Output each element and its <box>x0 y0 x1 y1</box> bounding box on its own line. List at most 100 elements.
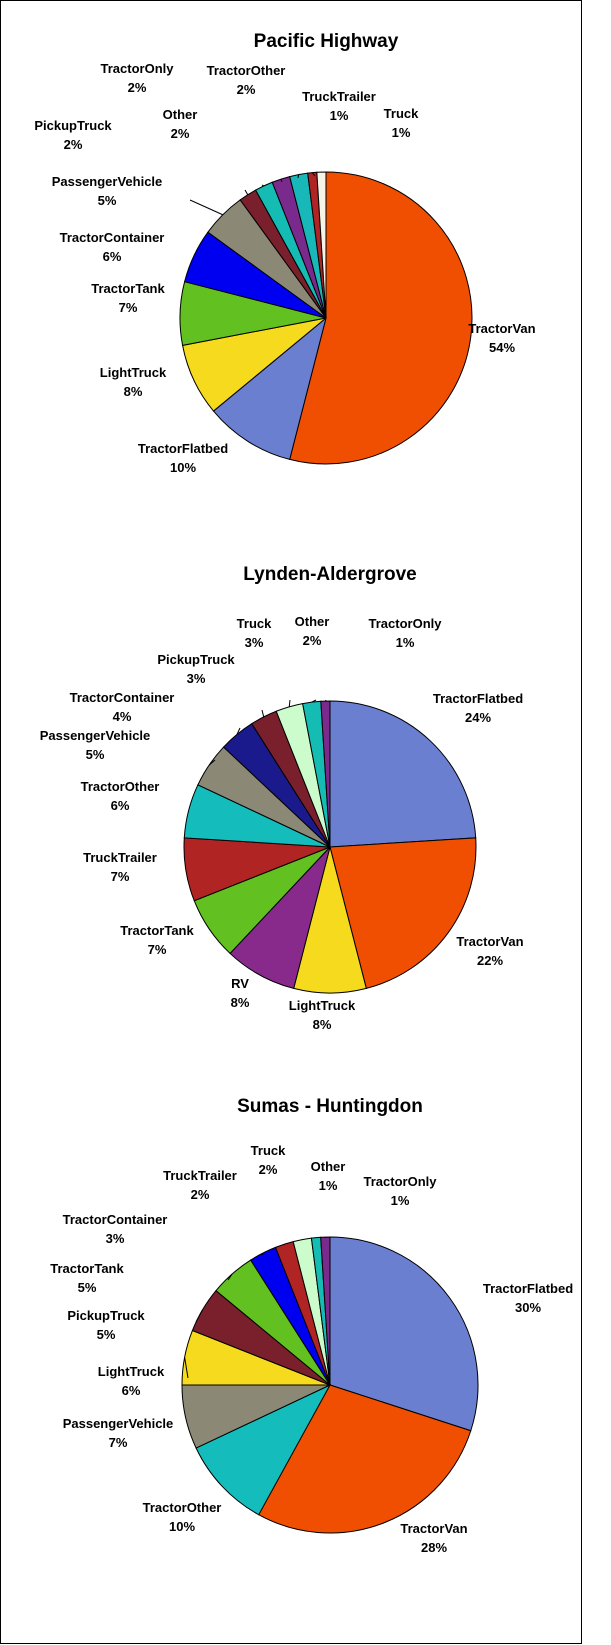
pie-slice <box>212 316 327 461</box>
slice-label: TruckTrailer <box>302 89 376 104</box>
value-label: 2% <box>191 1187 210 1202</box>
slice-label: PassengerVehicle <box>40 728 151 743</box>
slice-label: TruckTrailer <box>163 1168 237 1183</box>
slice-label: Other <box>295 614 330 629</box>
pie-slice <box>289 171 473 465</box>
slice-label: TractorOther <box>143 1500 222 1515</box>
leader-line <box>195 1309 204 1323</box>
leader-line <box>184 1357 189 1379</box>
leader-line <box>280 178 283 183</box>
value-label: 4% <box>113 709 132 724</box>
leader-line <box>244 189 249 195</box>
leader-line <box>208 759 216 766</box>
value-label: 30% <box>515 1300 541 1315</box>
slice-label: Other <box>163 107 198 122</box>
value-label: 2% <box>64 137 83 152</box>
slice-label: PickupTruck <box>67 1308 145 1323</box>
value-label: 1% <box>391 1193 410 1208</box>
leader-line <box>189 199 223 216</box>
slice-label: TractorVan <box>468 321 535 336</box>
leader-line <box>324 699 327 702</box>
value-label: 6% <box>103 249 122 264</box>
slice-label: PassengerVehicle <box>52 174 163 189</box>
slice-label: TractorFlatbed <box>433 691 523 706</box>
slice-label: Truck <box>251 1143 286 1158</box>
leader-line <box>261 709 265 718</box>
leader-line <box>236 727 241 735</box>
value-label: 6% <box>122 1383 141 1398</box>
slice-label: TractorOnly <box>369 616 443 631</box>
value-label: 5% <box>97 1327 116 1342</box>
slice-label: Truck <box>384 106 419 121</box>
value-label: 3% <box>106 1231 125 1246</box>
value-label: 8% <box>313 1017 332 1032</box>
slice-label: RV <box>231 976 249 991</box>
value-label: 2% <box>171 126 190 141</box>
leader-line <box>311 172 316 177</box>
value-label: 5% <box>98 193 117 208</box>
value-label: 2% <box>259 1162 278 1177</box>
value-label: 5% <box>86 747 105 762</box>
value-label: 24% <box>465 710 491 725</box>
value-label: 54% <box>489 340 515 355</box>
slice-label: PassengerVehicle <box>63 1416 174 1431</box>
slice-label: TractorOnly <box>364 1174 438 1189</box>
slice-label: TractorTank <box>91 281 165 296</box>
leader-line <box>288 699 291 707</box>
leader-line <box>227 1273 233 1281</box>
value-label: 1% <box>396 635 415 650</box>
value-label: 7% <box>109 1435 128 1450</box>
value-label: 2% <box>237 82 256 97</box>
slice-label: LightTruck <box>100 365 167 380</box>
slice-label: TractorOther <box>81 779 160 794</box>
slice-label: PickupTruck <box>34 118 112 133</box>
slice-label: TractorFlatbed <box>483 1281 573 1296</box>
value-label: 7% <box>111 869 130 884</box>
slice-label: PickupTruck <box>157 652 235 667</box>
slice-label: TruckTrailer <box>83 850 157 865</box>
slice-label: TractorContainer <box>60 230 165 245</box>
pie-slice <box>258 1384 472 1534</box>
slice-label: TractorContainer <box>70 690 175 705</box>
value-label: 7% <box>148 942 167 957</box>
value-label: 22% <box>477 953 503 968</box>
slice-label: TractorOther <box>207 63 286 78</box>
pie-slice <box>329 700 477 848</box>
slice-label: LightTruck <box>98 1364 165 1379</box>
slice-label: TractorTank <box>50 1261 124 1276</box>
pie-slice <box>329 837 477 990</box>
value-label: 2% <box>128 80 147 95</box>
slice-label: LightTruck <box>289 998 356 1013</box>
value-label: 3% <box>245 635 264 650</box>
value-label: 1% <box>330 108 349 123</box>
slice-label: TractorOnly <box>101 61 175 76</box>
value-label: 1% <box>319 1178 338 1193</box>
slice-label: TractorVan <box>400 1521 467 1536</box>
value-label: 5% <box>78 1280 97 1295</box>
leader-line <box>311 699 317 703</box>
leader-line <box>324 1236 327 1239</box>
chart-title: Sumas - Huntingdon <box>237 1096 423 1117</box>
pie-slice <box>195 1383 332 1516</box>
chart-title: Lynden-Aldergrove <box>243 564 417 585</box>
pie-slice <box>329 1236 479 1432</box>
value-label: 7% <box>119 300 138 315</box>
value-label: 10% <box>170 460 196 475</box>
value-label: 1% <box>392 125 411 140</box>
slice-label: Other <box>311 1159 346 1174</box>
leader-line <box>261 184 265 187</box>
slice-label: TractorContainer <box>63 1212 168 1227</box>
leader-line <box>261 1252 264 1256</box>
value-label: 3% <box>187 671 206 686</box>
value-label: 6% <box>111 798 130 813</box>
value-label: 8% <box>124 384 143 399</box>
slice-label: Truck <box>237 616 272 631</box>
value-label: 8% <box>231 995 250 1010</box>
chart-title: Pacific Highway <box>254 31 399 52</box>
value-label: 10% <box>169 1519 195 1534</box>
slice-label: TractorVan <box>456 934 523 949</box>
slice-label: TractorTank <box>120 923 194 938</box>
slice-label: TractorFlatbed <box>138 441 228 456</box>
leader-line <box>297 174 300 179</box>
